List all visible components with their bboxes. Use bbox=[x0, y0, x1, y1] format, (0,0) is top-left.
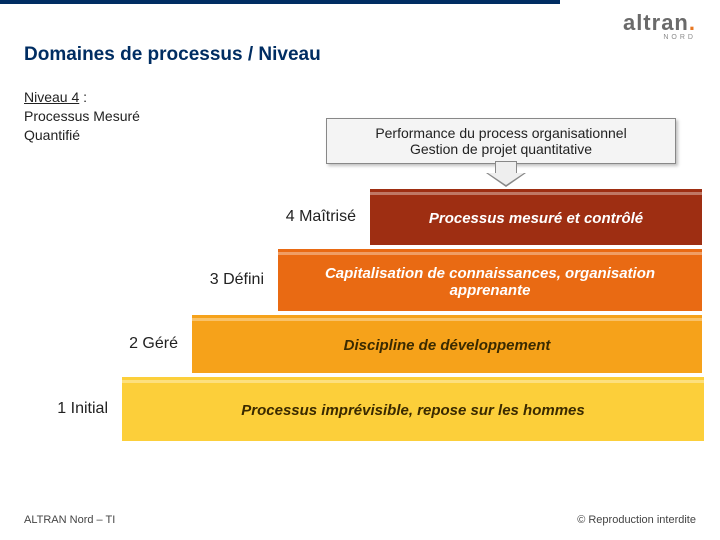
step-2-bar: Discipline de développement bbox=[192, 315, 702, 373]
level-line2: Processus Mesuré bbox=[24, 107, 140, 126]
slide-root: altran. NORD Domaines de processus / Niv… bbox=[0, 0, 720, 540]
step-3-bar: Capitalisation de connaissances, organis… bbox=[278, 249, 702, 311]
level-line1: Niveau 4 : bbox=[24, 88, 140, 107]
level-description: Niveau 4 : Processus Mesuré Quantifié bbox=[24, 88, 140, 145]
level-line1-rest: : bbox=[79, 89, 87, 105]
arrow-down-icon bbox=[486, 161, 526, 187]
step-1-bar: Processus imprévisible, repose sur les h… bbox=[122, 377, 704, 441]
step-3-label: 3 Défini bbox=[160, 249, 278, 311]
callout-line2: Gestion de projet quantitative bbox=[341, 141, 661, 157]
level-line3: Quantifié bbox=[24, 126, 140, 145]
step-4: 4 Maîtrisé Processus mesuré et contrôlé bbox=[250, 189, 702, 245]
step-4-label: 4 Maîtrisé bbox=[250, 189, 370, 245]
step-3: 3 Défini Capitalisation de connaissances… bbox=[160, 249, 702, 311]
callout-box: Performance du process organisationnel G… bbox=[326, 118, 676, 164]
accent-bar bbox=[0, 0, 560, 4]
step-1: 1 Initial Processus imprévisible, repose… bbox=[4, 377, 704, 441]
brand-name: altran. bbox=[623, 10, 696, 36]
footer-right: © Reproduction interdite bbox=[577, 514, 696, 526]
brand-logo: altran. NORD bbox=[623, 10, 696, 41]
brand-name-text: altran bbox=[623, 10, 689, 35]
page-title: Domaines de processus / Niveau bbox=[24, 44, 321, 66]
step-4-bar: Processus mesuré et contrôlé bbox=[370, 189, 702, 245]
callout-line1: Performance du process organisationnel bbox=[341, 125, 661, 141]
step-2: 2 Géré Discipline de développement bbox=[80, 315, 702, 373]
step-2-label: 2 Géré bbox=[80, 315, 192, 373]
level-line1-underlined: Niveau 4 bbox=[24, 89, 79, 105]
brand-dot-icon: . bbox=[689, 10, 696, 35]
footer-left: ALTRAN Nord – TI bbox=[24, 514, 115, 526]
step-1-label: 1 Initial bbox=[4, 377, 122, 441]
